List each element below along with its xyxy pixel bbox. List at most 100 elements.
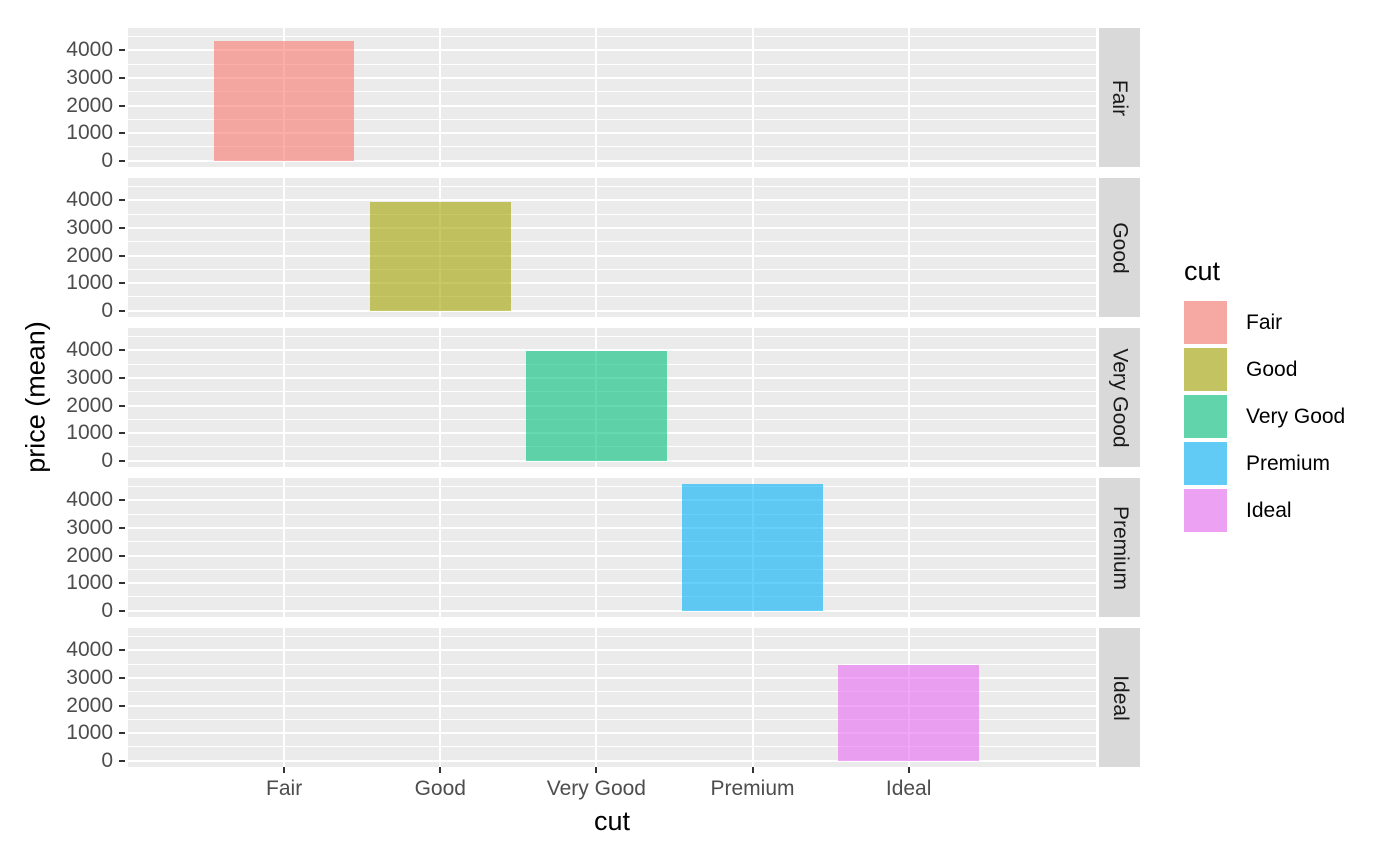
bar-ideal bbox=[838, 665, 979, 761]
y-tick-label: 3000 bbox=[66, 216, 113, 239]
y-tick-label: 3000 bbox=[66, 366, 113, 389]
y-tick-mark bbox=[119, 554, 125, 557]
y-tick-mark bbox=[119, 49, 125, 52]
legend-item-premium: Premium bbox=[1184, 442, 1345, 485]
facet-strip-ideal: Ideal bbox=[1099, 628, 1140, 767]
facet-strip-very-good: Very Good bbox=[1099, 328, 1140, 467]
legend-item-ideal: Ideal bbox=[1184, 489, 1345, 532]
gridline-vertical bbox=[907, 28, 910, 167]
x-tick-mark bbox=[439, 767, 442, 773]
x-tick-mark bbox=[595, 767, 598, 773]
gridline-major bbox=[128, 132, 1096, 135]
gridline-minor bbox=[128, 336, 1096, 338]
gridline-major bbox=[128, 349, 1096, 352]
gridline-minor bbox=[128, 541, 1096, 543]
facet-strip-fair: Fair bbox=[1099, 28, 1140, 167]
gridline-minor bbox=[128, 513, 1096, 515]
gridline-vertical bbox=[439, 478, 442, 617]
legend-key-swatch bbox=[1184, 348, 1227, 391]
y-tick-label: 4000 bbox=[66, 338, 113, 362]
bar-fair bbox=[213, 40, 355, 161]
y-tick-label: 0 bbox=[101, 298, 113, 322]
gridline-major bbox=[128, 704, 1096, 707]
x-tick-label: Fair bbox=[266, 777, 303, 800]
gridline-major bbox=[128, 49, 1096, 52]
gridline-vertical bbox=[283, 328, 286, 467]
gridline-minor bbox=[128, 186, 1096, 188]
gridline-major bbox=[128, 104, 1096, 107]
facet-strip-premium: Premium bbox=[1099, 478, 1140, 617]
legend-item-very-good: Very Good bbox=[1184, 395, 1345, 438]
y-tick-label: 3000 bbox=[66, 516, 113, 539]
y-tick-mark bbox=[119, 377, 125, 379]
y-tick-mark bbox=[119, 759, 125, 762]
gridline-vertical bbox=[439, 28, 442, 167]
gridline-vertical bbox=[751, 328, 754, 467]
gridline-major bbox=[128, 282, 1096, 285]
gridline-vertical bbox=[283, 178, 286, 317]
legend-key-swatch bbox=[1184, 442, 1227, 485]
y-tick-mark bbox=[119, 227, 125, 229]
legend-item-list: Fair Good Very Good Premium Ideal bbox=[1184, 301, 1345, 532]
gridline-major bbox=[128, 609, 1096, 612]
legend-key-fill bbox=[1184, 395, 1227, 438]
gridline-major bbox=[128, 227, 1096, 230]
gridline-major bbox=[128, 582, 1096, 585]
legend-item-fair: Fair bbox=[1184, 301, 1345, 344]
gridline-major bbox=[128, 732, 1096, 735]
gridline-vertical bbox=[751, 28, 754, 167]
legend-key-fill bbox=[1184, 442, 1227, 485]
panel-good bbox=[128, 178, 1096, 317]
legend-key-fill bbox=[1184, 301, 1227, 344]
y-tick-mark bbox=[119, 499, 125, 502]
gridline-major bbox=[128, 554, 1096, 557]
y-tick-label: 1000 bbox=[66, 121, 113, 145]
legend-label: Ideal bbox=[1246, 498, 1292, 522]
gridline-major bbox=[128, 759, 1096, 762]
y-tick-mark bbox=[119, 77, 125, 79]
facet-strip-label: Ideal bbox=[1108, 674, 1132, 721]
y-tick-mark bbox=[119, 582, 125, 585]
y-tick-mark bbox=[119, 459, 125, 462]
x-axis-title: cut bbox=[593, 806, 631, 836]
gridline-major bbox=[128, 649, 1096, 652]
gridline-minor bbox=[128, 118, 1096, 120]
gridline-major bbox=[128, 199, 1096, 202]
y-tick-mark bbox=[119, 199, 125, 202]
gridline-minor bbox=[128, 486, 1096, 488]
gridline-major bbox=[128, 499, 1096, 502]
y-tick-label: 2000 bbox=[66, 243, 113, 267]
y-tick-label: 4000 bbox=[66, 38, 113, 62]
gridline-vertical bbox=[907, 328, 910, 467]
y-tick-mark bbox=[119, 527, 125, 529]
facet-strip-label: Fair bbox=[1108, 79, 1132, 116]
y-tick-mark bbox=[119, 349, 125, 352]
gridline-vertical bbox=[595, 478, 598, 617]
gridline-vertical bbox=[283, 478, 286, 617]
y-tick-mark bbox=[119, 404, 125, 407]
gridline-minor bbox=[128, 91, 1096, 93]
y-tick-label: 1000 bbox=[66, 271, 113, 295]
y-tick-label: 4000 bbox=[66, 188, 113, 212]
bar-premium bbox=[682, 484, 823, 611]
y-tick-label: 2000 bbox=[66, 93, 113, 117]
gridline-minor bbox=[128, 146, 1096, 148]
facet-strip-label: Very Good bbox=[1108, 347, 1132, 448]
gridline-major bbox=[128, 159, 1096, 162]
gridline-minor bbox=[128, 746, 1096, 748]
x-tick-mark bbox=[283, 767, 286, 773]
gridline-minor bbox=[128, 718, 1096, 720]
y-tick-mark bbox=[119, 732, 125, 735]
y-tick-label: 1000 bbox=[66, 421, 113, 445]
bar-good bbox=[370, 202, 511, 311]
x-tick-mark bbox=[907, 767, 910, 773]
legend-title: cut bbox=[1184, 256, 1221, 286]
panel-ideal bbox=[128, 628, 1096, 767]
gridline-minor bbox=[128, 36, 1096, 38]
y-tick-mark bbox=[119, 704, 125, 707]
y-tick-label: 3000 bbox=[66, 666, 113, 689]
y-tick-mark bbox=[119, 677, 125, 679]
legend-key-swatch bbox=[1184, 489, 1227, 532]
gridline-vertical bbox=[907, 478, 910, 617]
y-tick-mark bbox=[119, 609, 125, 612]
